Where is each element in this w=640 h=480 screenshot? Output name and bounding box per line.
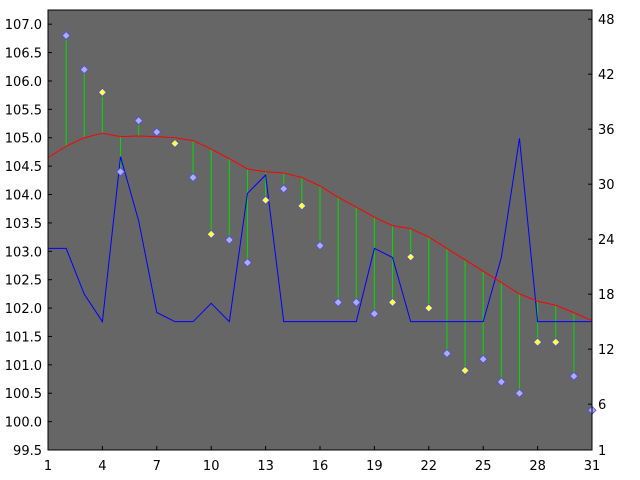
price-point [152,127,162,137]
y-tick-label: 101.0 [5,359,42,374]
series-lines [47,132,593,324]
price-point [242,258,253,268]
y2-tick-label: 6 [598,398,606,413]
y-tick-label: 100.0 [5,416,42,431]
y-tick-label: 104.0 [5,189,42,204]
x-tick-label: 4 [98,459,106,474]
x-tick-label: 13 [257,459,274,474]
x-tick-label: 19 [366,459,383,474]
price-point [333,297,343,307]
moving-average-line [47,132,593,322]
price-point [188,172,198,183]
x-tick-label: 28 [529,459,546,474]
price-point [369,309,379,319]
price-point [279,184,289,194]
y-tick-label: 99.5 [13,444,42,459]
price-point [61,30,71,41]
price-point [134,116,144,126]
y-tick-label: 105.0 [5,132,42,147]
x-tick-label: 1 [44,459,52,474]
volume-line [48,138,592,324]
price-point [79,65,89,75]
y-tick-label: 105.5 [5,103,42,118]
y2-tick-label: 42 [598,68,615,83]
y2-tick-label: 12 [598,343,615,358]
y2-tick-label: 18 [598,288,615,303]
y-tick-label: 101.5 [5,330,42,345]
price-point [533,337,543,347]
price-point [551,337,561,347]
y-tick-label: 106.0 [5,75,42,90]
price-point [351,297,361,307]
price-point [478,354,488,364]
y2-tick-label: 30 [598,178,615,193]
price-point [569,371,579,381]
price-point [514,388,525,398]
price-point [224,235,234,245]
y2-tick-label: 36 [598,123,615,138]
x-tick-label: 10 [203,459,220,474]
x-tick-label: 22 [421,459,438,474]
y-tick-label: 107.0 [5,18,42,33]
price-point [115,167,126,177]
x-tick-label: 31 [584,459,601,474]
x-tick-label: 25 [475,459,492,474]
price-point [206,229,216,239]
y2-tick-label: 24 [598,233,615,248]
price-point [97,87,107,97]
y-tick-label: 102.0 [5,302,42,317]
y-tick-label: 100.5 [5,387,42,402]
price-point [424,303,434,313]
y2-tick-label: 48 [598,13,615,28]
y-tick-label: 103.0 [5,245,42,260]
y-tick-label: 106.5 [5,47,42,62]
price-point [406,252,416,262]
price-point [387,297,398,307]
price-point [496,377,506,387]
price-point [170,138,180,148]
price-point [460,365,470,376]
price-point [442,348,452,359]
price-point [297,201,307,211]
price-point [315,241,325,251]
y-tick-label: 103.5 [5,217,42,232]
price-markers [61,30,597,415]
x-tick-label: 7 [153,459,161,474]
price-point [261,195,271,205]
x-tick-label: 16 [312,459,329,474]
y2-tick-label: 1 [598,444,606,459]
y-tick-label: 104.5 [5,160,42,175]
y-tick-label: 102.5 [5,274,42,289]
axes: 99.5 100.0 100.5 101.0 101.5 102.0 102.5 103.0 1… [5,9,615,474]
